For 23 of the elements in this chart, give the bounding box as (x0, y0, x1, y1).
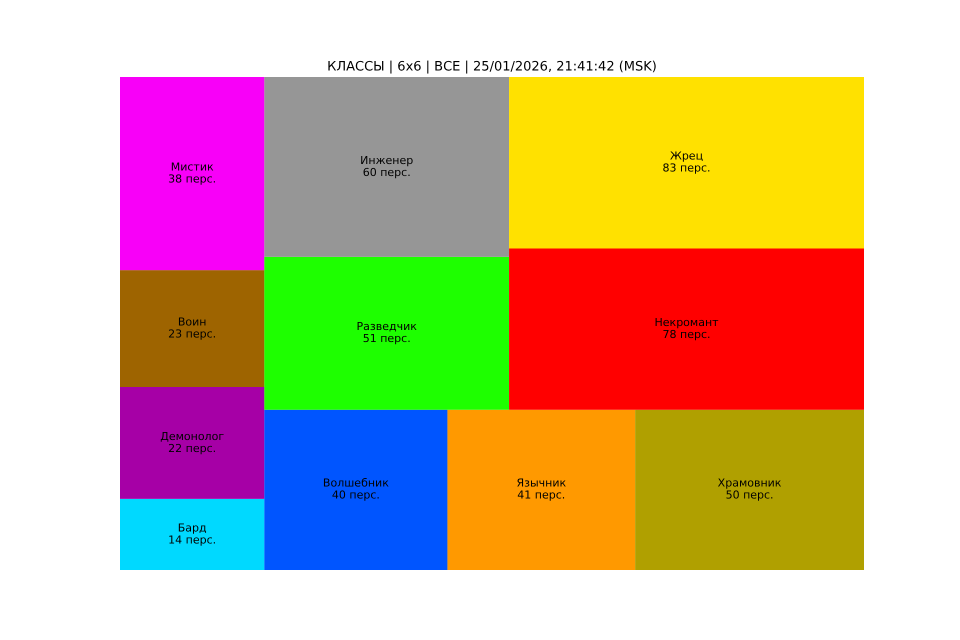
data-label: 40 перс. (332, 488, 380, 502)
category-label: Разведчик (356, 320, 418, 334)
category-label: Язычник (516, 476, 566, 490)
category-label: Воин (178, 315, 206, 328)
data-label: 78 перс. (662, 328, 711, 341)
category-label: Некромант (654, 316, 720, 329)
category-label: Демонолог (160, 430, 224, 443)
category-label: Мистик (170, 160, 214, 174)
data-label: 51 перс. (362, 332, 411, 346)
data-label: 41 перс. (517, 488, 566, 502)
category-label: Волшебник (322, 476, 390, 490)
data-label: 83 перс. (662, 162, 711, 175)
data-label: 60 перс. (362, 166, 411, 179)
category-label: Храмовник (718, 476, 782, 490)
data-label: 14 перс. (168, 533, 216, 546)
data-label: 50 перс. (726, 488, 774, 502)
data-label: 22 перс. (168, 442, 216, 455)
category-label: Жрец (670, 150, 704, 163)
category-label: Бард (178, 521, 207, 534)
text: КЛАССЫ | 6x6 | ВСЕ | 25/01/2026, 21:41:42 (MSK) (327, 59, 657, 74)
category-label: Инженер (360, 154, 414, 167)
data-label: 38 перс. (168, 172, 216, 186)
data-label: 23 перс. (168, 327, 216, 340)
